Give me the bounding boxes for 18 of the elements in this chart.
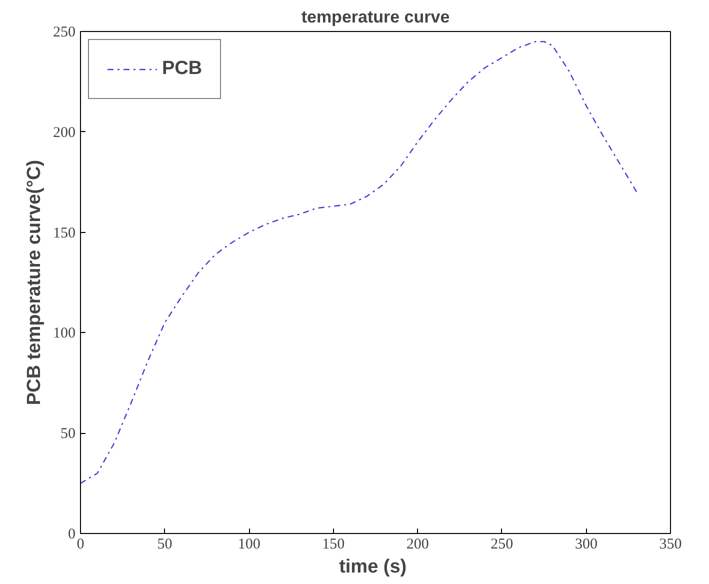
- y-axis-title: PCB temperature curve(°C): [24, 160, 45, 406]
- y-tick-label: 250: [53, 24, 76, 40]
- y-tick-label: 50: [60, 426, 76, 442]
- legend-label: PCB: [162, 58, 202, 80]
- x-axis-title: time (s): [339, 556, 407, 578]
- x-tick-label: 150: [322, 536, 345, 552]
- y-tick-label: 150: [53, 225, 76, 242]
- y-tick-label: 100: [53, 326, 76, 342]
- x-tick-label: 300: [574, 536, 598, 552]
- y-tick-label: 200: [53, 124, 76, 141]
- chart-title: temperature curve: [301, 8, 450, 26]
- y-tick-label: 0: [68, 526, 76, 542]
- x-tick-label: 250: [490, 536, 514, 552]
- x-tick-label: 50: [157, 536, 172, 552]
- x-tick-label: 350: [659, 536, 682, 552]
- line-series: [80, 40, 638, 484]
- x-tick-label: 100: [238, 536, 260, 552]
- x-tick-label: 200: [406, 536, 429, 552]
